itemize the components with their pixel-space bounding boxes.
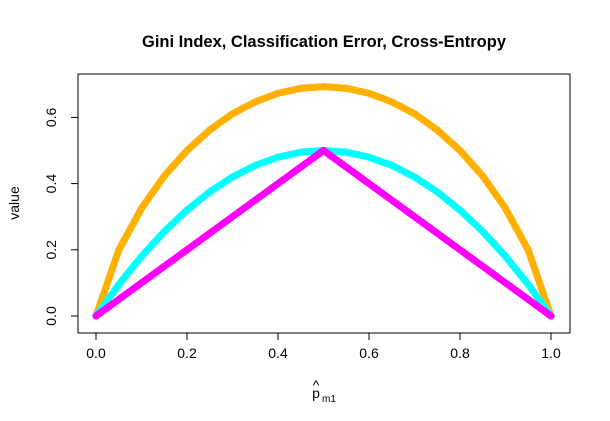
data-point-gini — [160, 228, 168, 236]
data-point-cross-entropy — [320, 83, 327, 91]
data-point-cross-entropy — [479, 172, 487, 180]
data-point-gini — [524, 281, 532, 289]
data-point-gini — [274, 153, 282, 161]
y-axis: 0.0 0.2 0.4 0.6 — [43, 107, 79, 326]
data-point-gini — [479, 228, 487, 236]
data-point-gini — [183, 206, 191, 214]
data-point-cross-entropy — [160, 172, 168, 180]
data-point-gini — [388, 161, 396, 169]
data-point-cross-entropy — [183, 147, 191, 154]
y-axis-label: value — [6, 186, 22, 220]
series-gini — [92, 147, 555, 320]
data-point-gini — [206, 188, 214, 196]
y-tick-label: 0.0 — [43, 306, 59, 326]
data-point-gini — [297, 148, 305, 156]
y-tick-label: 0.4 — [43, 174, 59, 194]
data-point-cross-entropy — [138, 204, 145, 212]
x-axis-label-subscript: m1 — [322, 394, 336, 405]
x-axis-label-base: p — [312, 385, 320, 401]
series-cross-entropy — [92, 83, 555, 320]
data-point-cross-entropy — [229, 110, 236, 118]
data-point-gini — [115, 281, 123, 289]
data-point-cross-entropy — [433, 126, 441, 134]
data-point-cross-entropy — [274, 89, 282, 97]
series-line-cross-entropy — [92, 83, 555, 320]
y-tick-label: 0.2 — [43, 240, 59, 260]
data-point-classification-error — [320, 147, 327, 154]
data-point-cross-entropy — [115, 246, 123, 254]
x-tick-label: 0.4 — [268, 345, 288, 361]
data-point-cross-entropy — [206, 126, 214, 134]
data-point-cross-entropy — [456, 147, 464, 154]
x-tick-label: 0.2 — [177, 345, 197, 361]
x-tick-label: 0.8 — [450, 345, 470, 361]
data-point-classification-error — [547, 312, 555, 320]
data-point-cross-entropy — [524, 246, 532, 254]
x-axis-label-accent: ^ — [313, 377, 320, 393]
plot-frame — [77, 73, 571, 334]
data-point-gini — [138, 252, 145, 260]
chart-title: Gini Index, Classification Error, Cross-… — [142, 33, 507, 51]
data-point-gini — [365, 153, 373, 161]
data-point-gini — [411, 173, 418, 181]
data-point-gini — [251, 161, 259, 169]
x-axis-label: ^ p m1 — [312, 377, 336, 405]
data-point-gini — [433, 188, 441, 196]
data-point-gini — [456, 206, 464, 214]
data-point-cross-entropy — [388, 98, 396, 106]
data-point-cross-entropy — [342, 84, 350, 92]
series-classification-error — [92, 147, 555, 320]
data-point-gini — [502, 252, 509, 260]
x-axis: 0.0 0.2 0.4 0.6 0.8 1.0 — [86, 332, 561, 361]
data-point-cross-entropy — [297, 84, 305, 92]
data-point-gini — [342, 148, 350, 156]
series-layer — [92, 83, 555, 320]
x-tick-label: 0.6 — [359, 345, 379, 361]
data-point-classification-error — [92, 312, 100, 320]
data-point-cross-entropy — [365, 89, 373, 97]
data-point-gini — [229, 173, 236, 181]
x-tick-label: 1.0 — [541, 345, 561, 361]
data-point-cross-entropy — [411, 110, 418, 118]
y-tick-label: 0.6 — [43, 107, 59, 127]
x-tick-label: 0.0 — [86, 345, 106, 361]
data-point-cross-entropy — [502, 204, 509, 212]
data-point-cross-entropy — [251, 98, 259, 106]
